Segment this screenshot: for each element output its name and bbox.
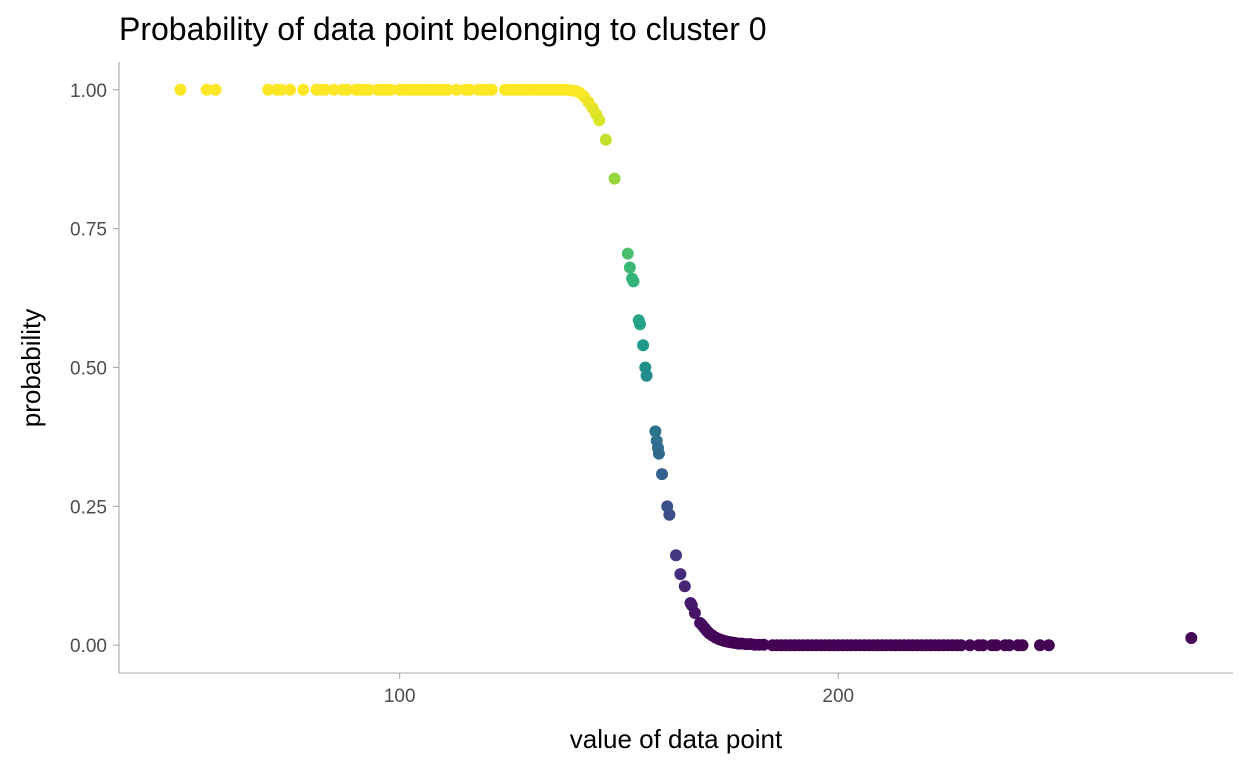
data-point bbox=[674, 568, 687, 581]
data-point bbox=[990, 639, 1003, 652]
data-point bbox=[1185, 632, 1198, 644]
chart-title: Probability of data point belonging to c… bbox=[119, 11, 767, 47]
data-point bbox=[608, 172, 621, 185]
data-point bbox=[963, 639, 976, 652]
y-axis-ticks: 0.00 0.25 0.50 0.75 1.00 bbox=[70, 81, 119, 657]
data-point bbox=[441, 83, 454, 96]
y-tick-label: 0.00 bbox=[70, 636, 107, 657]
y-axis-title: probability bbox=[16, 309, 46, 428]
x-tick-label: 200 bbox=[822, 686, 854, 707]
data-point bbox=[209, 83, 222, 96]
data-point bbox=[450, 83, 463, 96]
data-point bbox=[485, 83, 498, 96]
y-tick-label: 0.50 bbox=[70, 359, 107, 380]
data-point bbox=[200, 83, 213, 96]
y-tick-label: 1.00 bbox=[70, 81, 107, 102]
data-point bbox=[688, 607, 701, 619]
data-point bbox=[955, 639, 968, 652]
data-point bbox=[656, 468, 668, 481]
data-point bbox=[1034, 639, 1046, 652]
data-point bbox=[327, 83, 340, 96]
x-axis-ticks: 100 200 bbox=[384, 673, 854, 707]
data-point bbox=[384, 83, 397, 96]
data-point bbox=[634, 318, 646, 331]
data-point bbox=[363, 83, 375, 96]
data-point bbox=[593, 114, 606, 127]
data-point bbox=[1042, 639, 1055, 652]
data-point bbox=[623, 261, 636, 274]
data-point bbox=[627, 275, 640, 288]
data-point bbox=[262, 83, 275, 96]
data-point bbox=[678, 580, 691, 593]
data-point bbox=[663, 508, 676, 521]
data-point bbox=[649, 425, 662, 438]
data-point bbox=[341, 83, 354, 96]
y-tick-label: 0.75 bbox=[70, 220, 107, 241]
data-point bbox=[670, 549, 682, 562]
data-point bbox=[599, 133, 612, 146]
data-point bbox=[640, 369, 653, 382]
data-point bbox=[1016, 639, 1029, 652]
data-point bbox=[757, 638, 770, 651]
data-point bbox=[637, 339, 650, 352]
points-layer bbox=[174, 83, 1198, 652]
data-point bbox=[652, 447, 665, 460]
x-tick-label: 100 bbox=[384, 686, 416, 707]
data-point bbox=[621, 247, 634, 260]
y-tick-label: 0.25 bbox=[70, 497, 107, 518]
data-point bbox=[977, 639, 989, 652]
data-point bbox=[297, 83, 310, 96]
data-point bbox=[174, 83, 187, 96]
data-point bbox=[463, 83, 476, 96]
data-point bbox=[284, 83, 296, 96]
data-point bbox=[319, 83, 332, 96]
x-axis-title: value of data point bbox=[570, 724, 783, 754]
data-point bbox=[275, 83, 288, 96]
data-point bbox=[1003, 639, 1016, 652]
